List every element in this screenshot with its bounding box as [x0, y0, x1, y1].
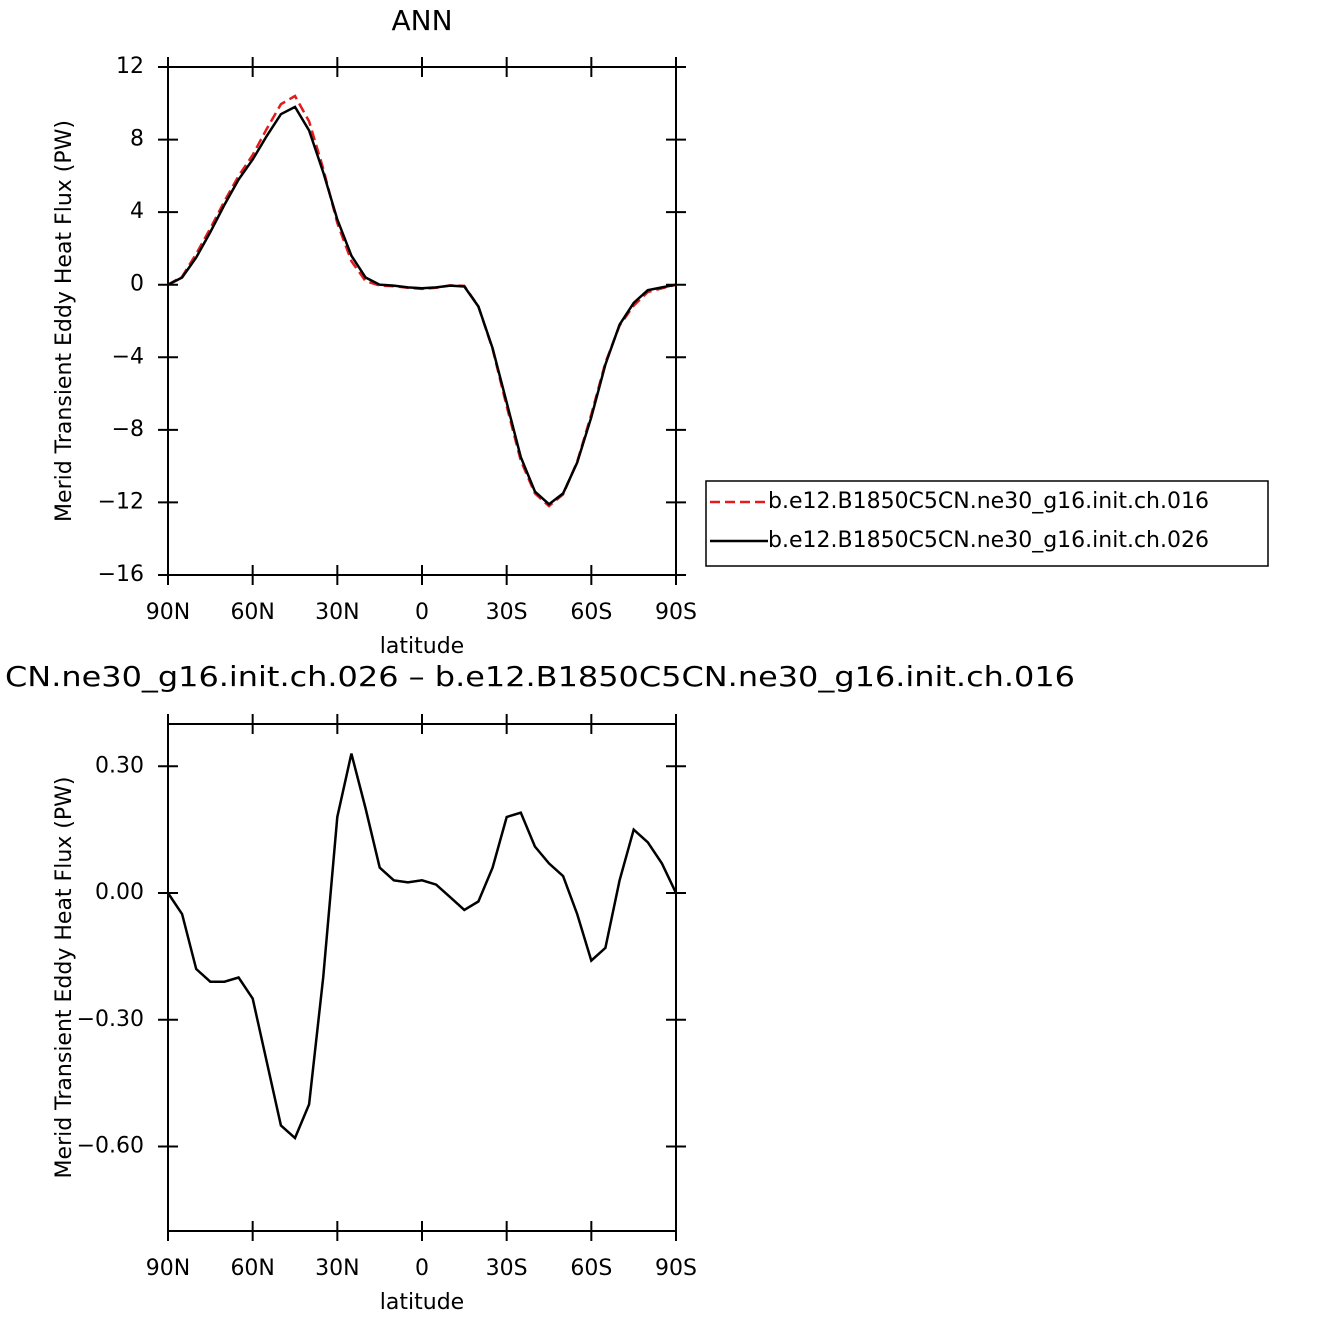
- x-tick-label: 30N: [315, 600, 359, 625]
- legend-box: [705, 480, 1269, 567]
- y-tick-label: −12: [98, 489, 144, 514]
- y-axis-label: Merid Transient Eddy Heat Flux (PW): [52, 120, 77, 522]
- x-axis-label: latitude: [380, 634, 464, 659]
- x-tick-label: 30N: [315, 1256, 359, 1281]
- x-tick-label: 0: [415, 1256, 429, 1281]
- data-line: [167, 105, 677, 506]
- x-tick-label: 90S: [655, 600, 697, 625]
- y-tick-label: 0.00: [95, 880, 144, 905]
- x-axis-label: latitude: [380, 1290, 464, 1315]
- plot-frame: [167, 723, 677, 1232]
- y-tick-label: 8: [130, 127, 144, 152]
- legend-label: b.e12.B1850C5CN.ne30_g16.init.ch.016: [768, 489, 1209, 514]
- x-tick-label: 90N: [146, 600, 190, 625]
- chart-title: ANN: [391, 4, 452, 37]
- legend-label: b.e12.B1850C5CN.ne30_g16.init.ch.026: [768, 528, 1209, 553]
- y-tick-label: 0.30: [95, 753, 144, 778]
- y-tick-label: −0.60: [77, 1134, 144, 1159]
- y-tick-label: 4: [130, 199, 144, 224]
- y-tick-label: −4: [112, 344, 144, 369]
- data-line: [166, 753, 678, 1141]
- chart-title: CN.ne30_g16.init.ch.026 – b.e12.B1850C5C…: [5, 660, 1075, 693]
- y-tick-label: 12: [116, 54, 144, 79]
- y-axis-label: Merid Transient Eddy Heat Flux (PW): [52, 777, 77, 1179]
- x-tick-label: 30S: [486, 1256, 528, 1281]
- x-tick-label: 60N: [230, 600, 274, 625]
- x-tick-label: 60N: [230, 1256, 274, 1281]
- data-line: [167, 94, 677, 508]
- y-tick-label: 0: [130, 272, 144, 297]
- y-tick-label: −8: [112, 417, 144, 442]
- plot-frame: [167, 66, 677, 576]
- x-tick-label: 0: [415, 600, 429, 625]
- y-tick-label: −16: [98, 562, 144, 587]
- y-tick-label: −0.30: [77, 1007, 144, 1032]
- x-tick-label: 60S: [570, 1256, 612, 1281]
- x-tick-label: 90N: [146, 1256, 190, 1281]
- x-tick-label: 30S: [486, 600, 528, 625]
- x-tick-label: 90S: [655, 1256, 697, 1281]
- x-tick-label: 60S: [570, 600, 612, 625]
